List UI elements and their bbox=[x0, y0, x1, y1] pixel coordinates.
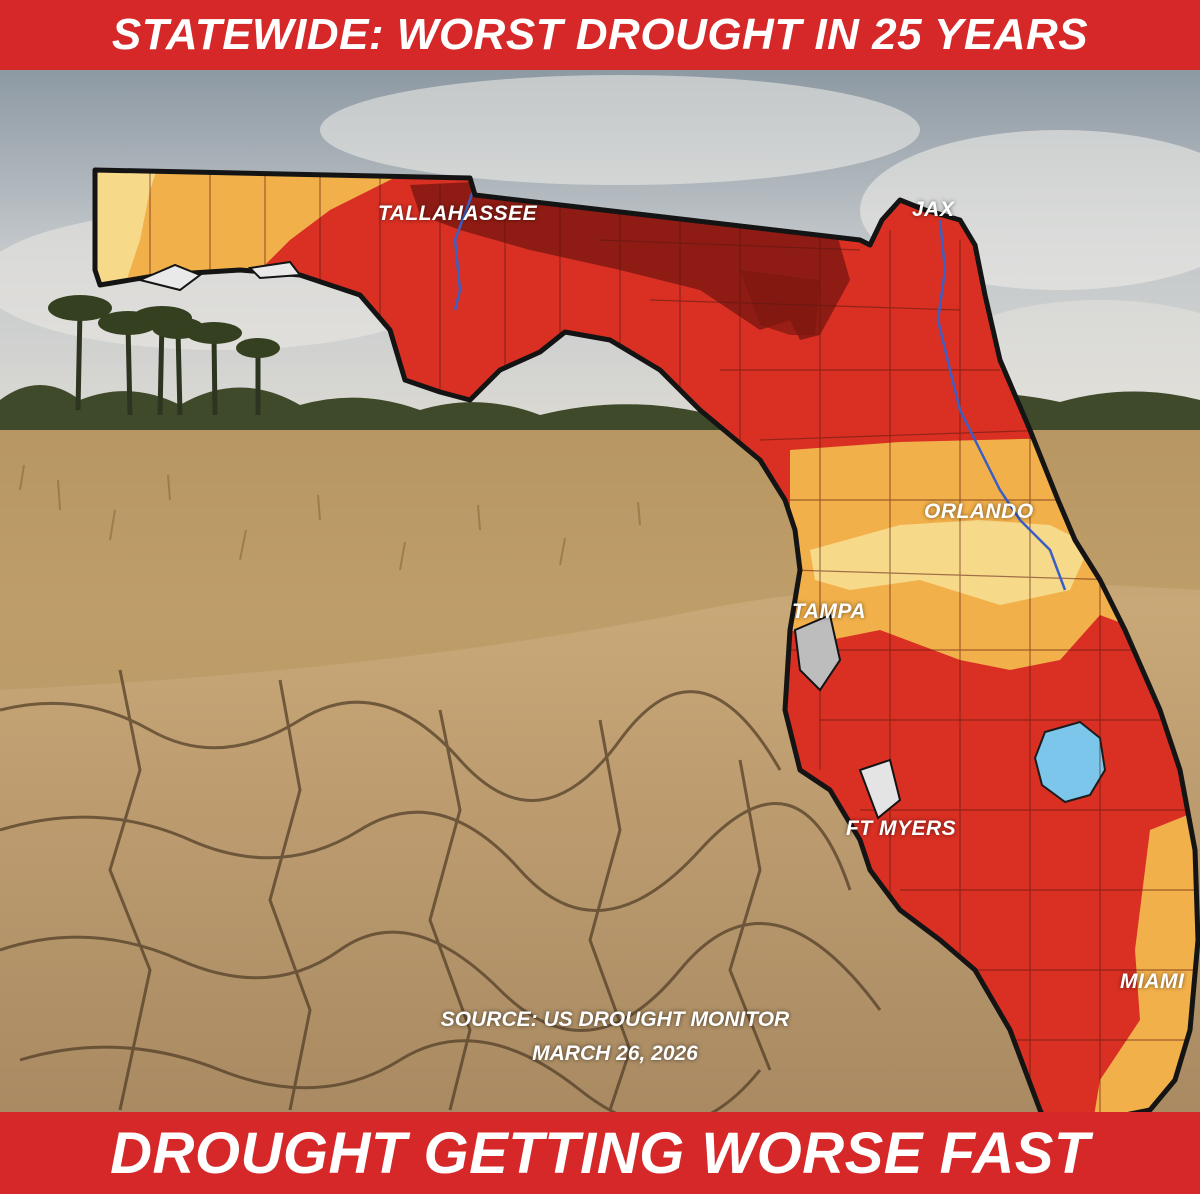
city-label-miami: MIAMI bbox=[1120, 970, 1185, 993]
city-label-tallahassee: TALLAHASSEE bbox=[378, 202, 538, 225]
city-label-jax: JAX bbox=[912, 198, 955, 221]
top-headline-banner: STATEWIDE: WORST DROUGHT IN 25 YEARS bbox=[0, 0, 1200, 70]
source-date: MARCH 26, 2026 bbox=[532, 1042, 698, 1065]
bottom-headline-banner: DROUGHT GETTING WORSE FAST bbox=[0, 1112, 1200, 1194]
city-label-orlando: ORLANDO bbox=[924, 500, 1034, 523]
city-label-tampa: TAMPA bbox=[792, 600, 867, 623]
top-headline: STATEWIDE: WORST DROUGHT IN 25 YEARS bbox=[111, 10, 1089, 59]
map-illustration bbox=[0, 70, 1200, 1133]
bottom-headline: DROUGHT GETTING WORSE FAST bbox=[110, 1120, 1090, 1186]
drought-map-scene: TALLAHASSEE JAX ORLANDO TAMPA FT MYERS M… bbox=[0, 70, 1200, 1133]
palm-trees bbox=[75, 309, 261, 416]
city-label-ft-myers: FT MYERS bbox=[846, 817, 957, 840]
source-credit: SOURCE: US DROUGHT MONITOR bbox=[440, 1008, 790, 1031]
